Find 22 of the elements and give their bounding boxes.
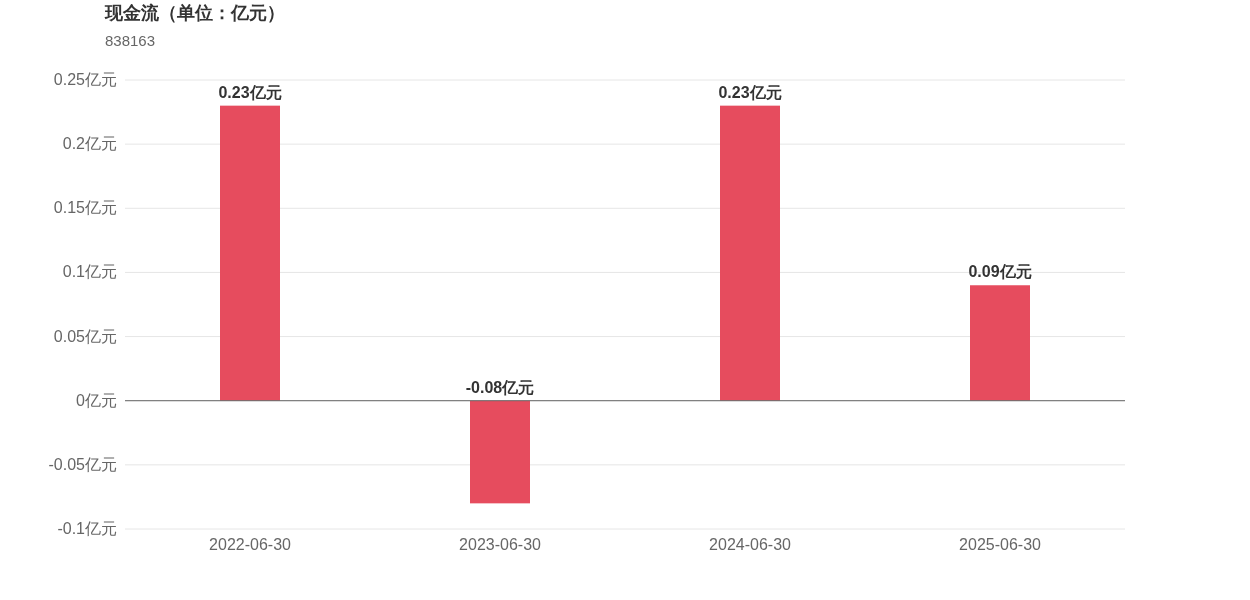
x-tick-label: 2025-06-30 <box>959 536 1042 553</box>
bar <box>220 105 280 401</box>
chart-title: 现金流（单位：亿元） <box>104 3 285 23</box>
data-label: 0.23亿元 <box>718 83 782 101</box>
y-tick-label: 0.25亿元 <box>53 71 117 88</box>
y-tick-label: -0.05亿元 <box>48 455 117 473</box>
y-tick-label: -0.1亿元 <box>57 520 117 537</box>
data-label: -0.08亿元 <box>465 378 535 396</box>
y-tick-label: 0.05亿元 <box>53 327 117 345</box>
y-tick-label: 0.2亿元 <box>62 135 117 153</box>
data-label: 0.09亿元 <box>968 263 1032 281</box>
chart-subtitle: 838163 <box>105 32 156 49</box>
bar <box>470 400 530 504</box>
y-tick-label: 0亿元 <box>76 391 117 409</box>
y-tick-label: 0.1亿元 <box>62 263 117 281</box>
bar <box>720 105 780 401</box>
data-label: 0.23亿元 <box>218 83 282 101</box>
x-tick-label: 2023-06-30 <box>459 536 542 553</box>
bar <box>970 285 1030 401</box>
x-tick-label: 2022-06-30 <box>209 536 292 553</box>
y-tick-label: 0.15亿元 <box>53 199 117 217</box>
x-tick-label: 2024-06-30 <box>709 536 792 553</box>
